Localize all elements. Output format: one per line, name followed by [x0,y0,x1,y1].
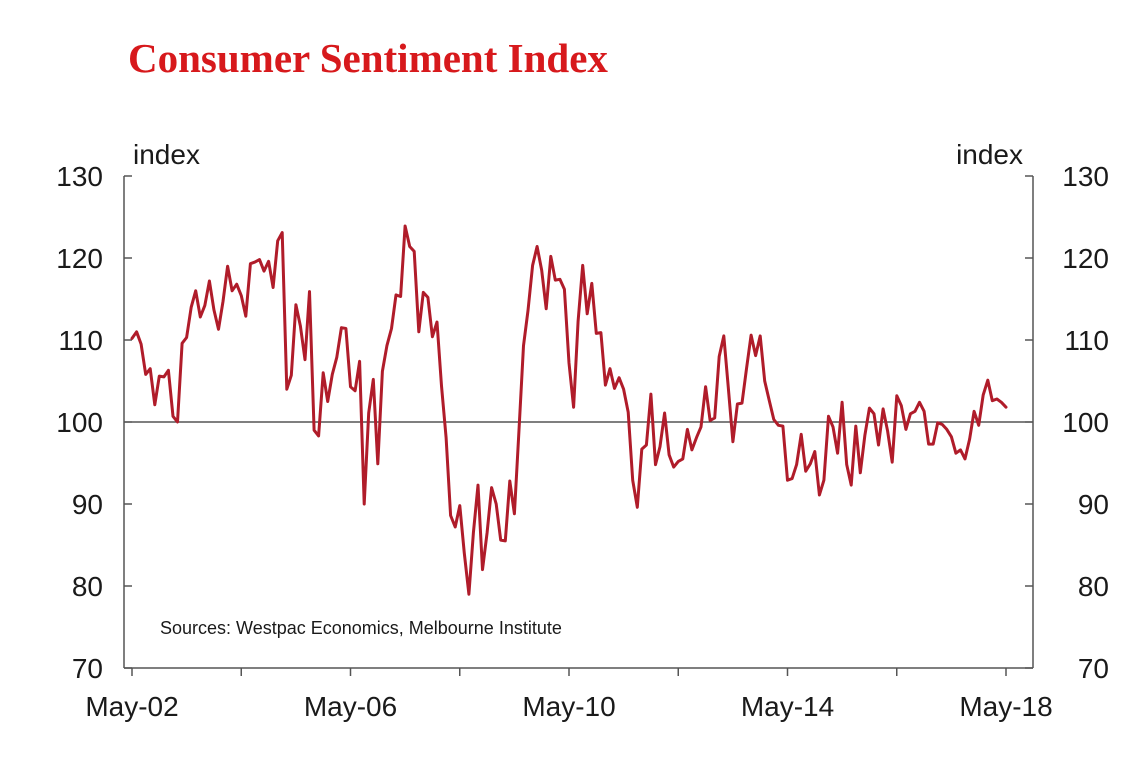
tick-layer: 70 70 80 80 90 90 100 100 110 110 120 120 130 130 May-… [56,161,1109,722]
right-unit-label: index [956,139,1023,170]
y-tick-label-left: 120 [56,243,103,274]
y-tick-label-right: 70 [1078,653,1109,684]
y-tick-label-left: 130 [56,161,103,192]
y-tick-label-right: 110 [1064,325,1109,356]
x-tick-label: May-02 [85,691,178,722]
y-tick-label-right: 100 [1062,407,1109,438]
left-unit-label: index [133,139,200,170]
plot-frame [123,176,1034,669]
y-tick-label-left: 100 [56,407,103,438]
x-tick-label: May-18 [959,691,1052,722]
y-tick-label-left: 110 [58,325,103,356]
x-tick-label: May-10 [522,691,615,722]
chart-title: Consumer Sentiment Index [128,35,608,81]
x-tick-label: May-14 [741,691,834,722]
y-tick-label-right: 120 [1062,243,1109,274]
y-tick-label-right: 80 [1078,571,1109,602]
source-note: Sources: Westpac Economics, Melbourne In… [160,618,562,638]
y-tick-label-left: 90 [72,489,103,520]
y-tick-label-left: 80 [72,571,103,602]
y-tick-label-right: 90 [1078,489,1109,520]
y-tick-label-left: 70 [72,653,103,684]
series-layer [130,224,1008,596]
y-tick-label-right: 130 [1062,161,1109,192]
series-line-consumer-sentiment [130,224,1008,596]
x-tick-label: May-06 [304,691,397,722]
